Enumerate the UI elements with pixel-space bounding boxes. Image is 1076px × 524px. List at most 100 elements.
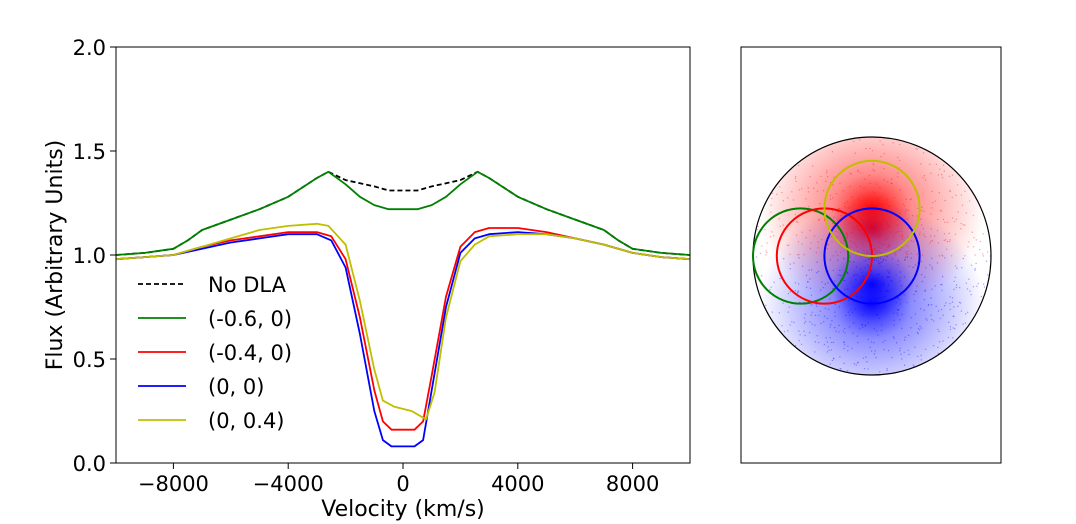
x-axis-ticks: −8000 −4000 0 4000 8000 bbox=[138, 463, 659, 496]
emission-point bbox=[845, 314, 847, 317]
emission-point bbox=[804, 313, 806, 315]
emission-point bbox=[919, 233, 921, 236]
emission-point bbox=[869, 147, 871, 150]
emission-point bbox=[850, 173, 852, 175]
emission-point bbox=[888, 245, 891, 247]
emission-point bbox=[868, 258, 870, 260]
emission-point bbox=[887, 224, 889, 227]
emission-point bbox=[794, 282, 797, 284]
emission-point bbox=[879, 371, 881, 373]
emission-point bbox=[821, 281, 823, 283]
emission-point bbox=[948, 232, 950, 235]
emission-point bbox=[901, 358, 903, 360]
emission-point bbox=[880, 236, 883, 238]
emission-point bbox=[875, 215, 877, 217]
emission-point bbox=[930, 314, 932, 317]
emission-point bbox=[970, 294, 972, 296]
emission-point bbox=[810, 294, 813, 296]
emission-point bbox=[873, 259, 876, 262]
emission-point bbox=[827, 282, 829, 284]
emission-point bbox=[855, 279, 857, 281]
emission-point bbox=[876, 259, 878, 262]
emission-point bbox=[878, 297, 880, 299]
emission-point bbox=[893, 337, 895, 340]
emission-point bbox=[846, 237, 848, 240]
emission-point bbox=[880, 242, 882, 245]
geometry-layer bbox=[752, 136, 992, 376]
emission-point bbox=[895, 342, 898, 344]
emission-point bbox=[794, 344, 797, 347]
emission-point bbox=[870, 270, 872, 272]
emission-point bbox=[879, 263, 881, 265]
emission-point bbox=[876, 251, 878, 254]
emission-point bbox=[930, 228, 933, 230]
emission-point bbox=[956, 267, 958, 269]
emission-point bbox=[936, 262, 939, 264]
emission-point bbox=[824, 307, 827, 310]
emission-point bbox=[906, 245, 909, 247]
emission-point bbox=[899, 298, 901, 301]
emission-point bbox=[910, 198, 913, 200]
emission-point bbox=[924, 290, 926, 293]
emission-point bbox=[885, 248, 888, 251]
emission-point bbox=[833, 216, 835, 218]
emission-point bbox=[765, 254, 767, 256]
emission-point bbox=[886, 199, 888, 201]
emission-point bbox=[861, 293, 863, 295]
series-line-1 bbox=[116, 170, 690, 256]
emission-point bbox=[867, 338, 869, 341]
emission-point bbox=[792, 199, 795, 201]
emission-point bbox=[843, 341, 845, 344]
emission-point bbox=[885, 290, 887, 292]
emission-point bbox=[937, 346, 939, 349]
emission-point bbox=[951, 174, 954, 176]
emission-point bbox=[782, 224, 784, 226]
emission-point bbox=[866, 304, 868, 307]
x-tick-label: 0 bbox=[396, 472, 409, 496]
emission-point bbox=[843, 344, 846, 346]
y-tick-label: 1.5 bbox=[73, 140, 106, 164]
emission-point bbox=[839, 269, 841, 272]
emission-point bbox=[930, 303, 933, 306]
emission-point bbox=[957, 211, 959, 213]
emission-point bbox=[797, 292, 799, 294]
emission-point bbox=[883, 152, 885, 155]
emission-point bbox=[874, 350, 876, 352]
emission-point bbox=[834, 303, 837, 306]
emission-point bbox=[911, 214, 914, 217]
emission-point bbox=[919, 308, 922, 310]
emission-point bbox=[859, 172, 861, 174]
emission-point bbox=[818, 219, 820, 221]
emission-point bbox=[932, 344, 935, 347]
emission-point bbox=[886, 369, 888, 372]
emission-point bbox=[932, 202, 934, 204]
emission-point bbox=[816, 261, 818, 263]
emission-point bbox=[931, 207, 933, 209]
emission-point bbox=[834, 315, 836, 318]
emission-point bbox=[799, 301, 801, 303]
emission-point bbox=[844, 327, 846, 330]
emission-point bbox=[890, 182, 892, 184]
emission-point bbox=[794, 176, 797, 178]
emission-point bbox=[771, 231, 773, 233]
emission-point bbox=[876, 285, 878, 288]
emission-point bbox=[875, 313, 878, 316]
emission-point bbox=[908, 353, 910, 356]
emission-point bbox=[861, 219, 864, 221]
emission-point bbox=[886, 276, 889, 279]
emission-point bbox=[921, 280, 923, 283]
emission-point bbox=[900, 327, 903, 330]
emission-point bbox=[931, 268, 933, 270]
emission-point bbox=[826, 175, 829, 178]
spectrum-panel: −8000 −4000 0 4000 8000 0.0 0.5 1.0 1.5 2.0 Velo… bbox=[43, 36, 691, 522]
emission-point bbox=[938, 330, 940, 333]
emission-point bbox=[879, 290, 882, 292]
emission-point bbox=[885, 239, 887, 241]
emission-point bbox=[942, 164, 945, 166]
emission-point bbox=[906, 256, 909, 258]
emission-point bbox=[772, 235, 775, 237]
emission-point bbox=[765, 304, 767, 307]
emission-point bbox=[827, 243, 829, 246]
emission-point bbox=[983, 286, 986, 288]
emission-point bbox=[840, 215, 842, 217]
